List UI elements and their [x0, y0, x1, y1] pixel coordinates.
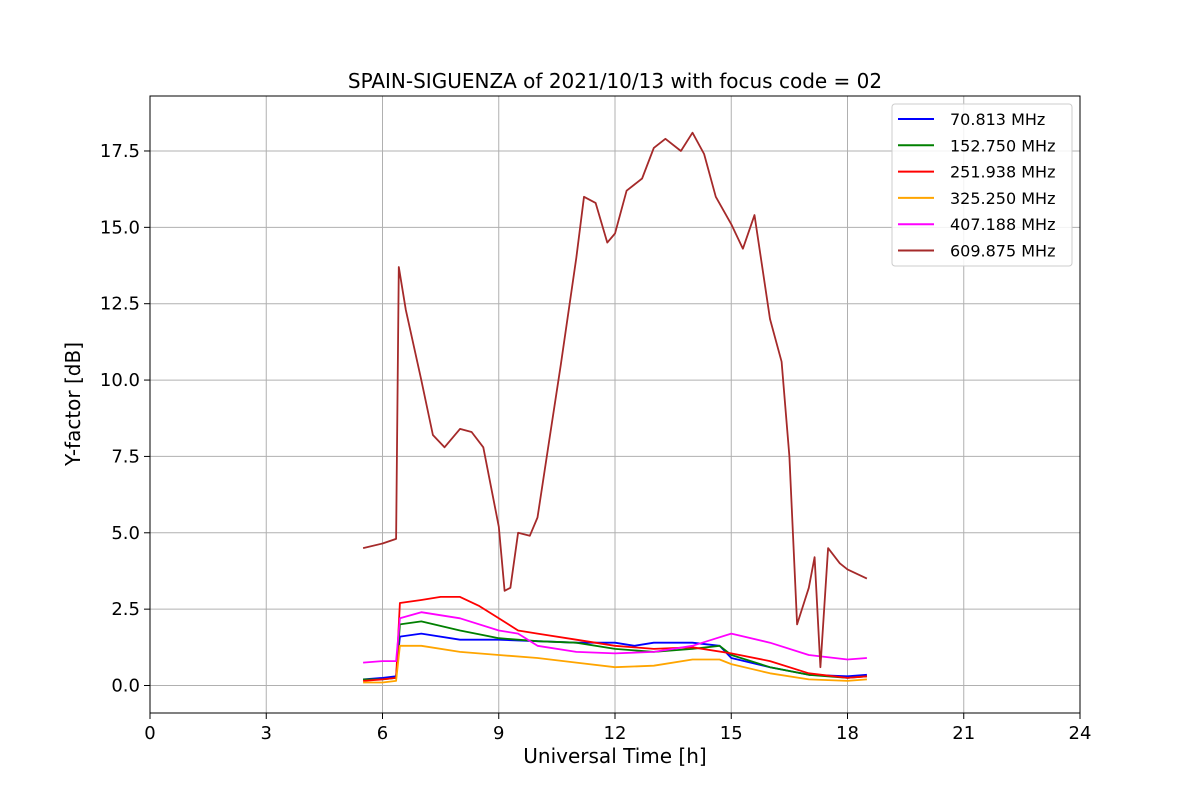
y-tick-label: 10.0 [100, 370, 140, 391]
y-tick-label: 7.5 [111, 446, 140, 467]
y-tick-label: 2.5 [111, 599, 140, 620]
x-tick-label: 24 [1069, 723, 1092, 744]
y-tick-label: 17.5 [100, 141, 140, 162]
x-tick-label: 18 [836, 723, 859, 744]
legend: 70.813 MHz 152.750 MHz 251.938 MHz 325.250 … [891, 103, 1073, 267]
legend-label-0: 70.813 MHz [950, 110, 1045, 129]
x-tick-label: 15 [720, 723, 743, 744]
y-axis-ticks: 0.0 2.5 5.0 7.5 10.0 12.5 15.0 17.5 [100, 141, 150, 697]
x-tick-label: 12 [604, 723, 627, 744]
y-axis-label: Y-factor [dB] [61, 342, 85, 467]
series-line-4 [363, 611, 867, 664]
x-tick-label: 21 [952, 723, 975, 744]
series-line-2 [363, 596, 867, 682]
y-tick-label: 12.5 [100, 294, 140, 315]
x-tick-label: 0 [144, 723, 155, 744]
y-tick-label: 15.0 [100, 217, 140, 238]
series-line-5 [362, 131, 868, 669]
x-axis-label: Universal Time [h] [523, 744, 706, 768]
legend-label-1: 152.750 MHz [950, 136, 1055, 155]
legend-label-5: 609.875 MHz [950, 242, 1055, 261]
x-tick-label: 3 [261, 723, 272, 744]
series-line-3 [363, 644, 867, 684]
x-tick-label: 9 [493, 723, 504, 744]
x-tick-label: 6 [377, 723, 388, 744]
legend-label-4: 407.188 MHz [950, 215, 1055, 234]
series-lines [362, 131, 868, 684]
legend-label-2: 251.938 MHz [950, 163, 1055, 182]
y-tick-label: 5.0 [111, 523, 140, 544]
x-axis-ticks: 0 3 6 9 12 15 18 21 24 [144, 713, 1091, 744]
legend-box [891, 103, 1073, 267]
legend-label-3: 325.250 MHz [950, 189, 1055, 208]
y-tick-label: 0.0 [111, 676, 140, 697]
chart-title: SPAIN-SIGUENZA of 2021/10/13 with focus … [348, 69, 882, 93]
